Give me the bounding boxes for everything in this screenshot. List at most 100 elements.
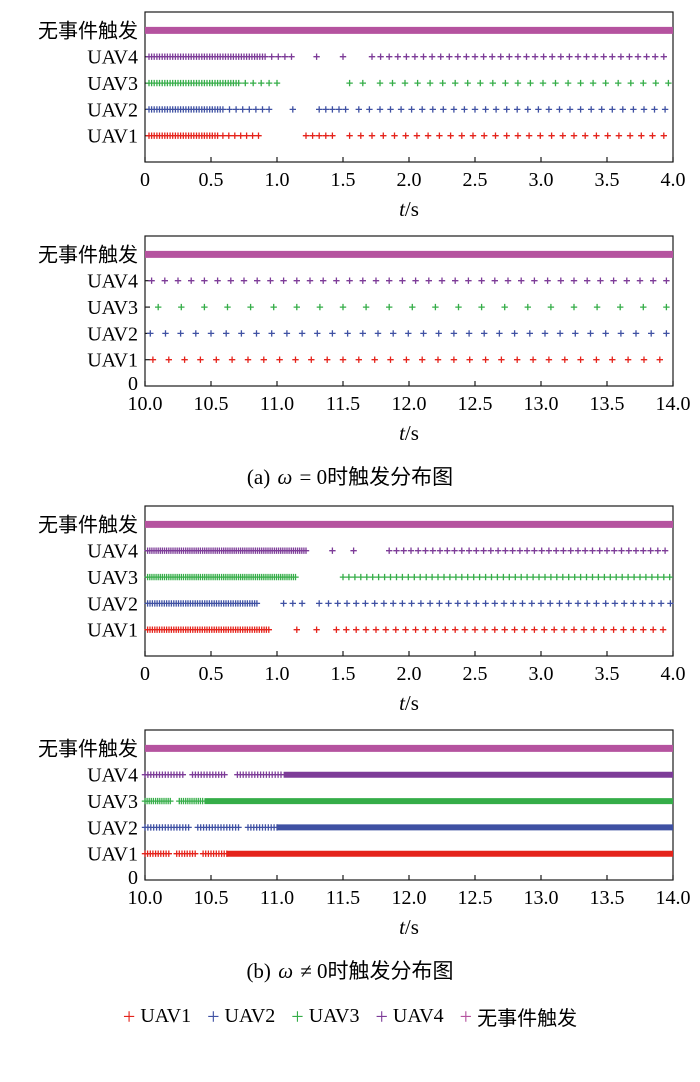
x-tick-label: 11.0 xyxy=(260,887,294,909)
y-tick-label: UAV4 xyxy=(87,271,138,293)
x-axis-label: t/s xyxy=(399,691,419,715)
plot-border xyxy=(144,11,674,163)
series-uav3-markers xyxy=(176,797,206,805)
series-uav2-markers xyxy=(244,824,281,831)
series-uav4-markers xyxy=(329,547,336,554)
caption-b: (b) ω ≠ 0时触发分布图 xyxy=(0,948,700,994)
y-tick-label: UAV1 xyxy=(87,126,138,148)
omega-symbol: ω xyxy=(278,959,294,983)
y-tick-label: UAV2 xyxy=(87,817,138,839)
series-uav4-markers xyxy=(386,547,669,554)
x-tick-label: 3.5 xyxy=(595,663,620,685)
series-uav2-markers xyxy=(316,600,674,607)
x-tick-label: 14.0 xyxy=(656,887,691,909)
x-tick-label: 0.5 xyxy=(199,169,224,191)
caption-a-text: = 0时触发分布图 xyxy=(294,465,454,489)
caption-a-prefix: (a) xyxy=(246,465,276,489)
x-tick-label: 2.0 xyxy=(397,663,422,685)
series-uav2-markers xyxy=(226,106,273,113)
panel-b-steady: 10.0 10.5 11.0 11.5 12.0 12.5 13.0 13.5 14.0 无事件触… xyxy=(0,724,700,942)
y-tick-label: UAV4 xyxy=(87,765,138,787)
series-uav4-markers xyxy=(339,53,347,60)
legend-label: UAV3 xyxy=(308,1005,360,1027)
series-uav1-markers xyxy=(173,850,199,857)
series-uav3-markers xyxy=(242,79,281,87)
series-uav4-markers xyxy=(148,277,670,284)
x-tick-label: 10.0 xyxy=(128,393,163,415)
series-uav1-markers xyxy=(346,132,667,139)
series-uav2-markers xyxy=(316,106,349,113)
x-tick-label: 11.5 xyxy=(326,393,360,415)
y-tick-label: 无事件触发 xyxy=(38,737,138,760)
legend-label: UAV2 xyxy=(224,1005,276,1027)
y-tick-label: UAV3 xyxy=(87,567,138,589)
x-tick-label: 0 xyxy=(140,663,150,685)
x-tick-label: 13.0 xyxy=(524,393,559,415)
series-uav1-markers xyxy=(313,626,320,633)
series-uav1-markers xyxy=(293,626,300,633)
legend-label: UAV1 xyxy=(140,1005,192,1027)
y-tick-label: UAV1 xyxy=(87,350,138,372)
x-tick-label: 3.0 xyxy=(529,663,554,685)
legend-label: 无事件触发 xyxy=(477,1008,578,1030)
y-tick-label: UAV3 xyxy=(87,297,138,319)
y-zero-label: 0 xyxy=(128,373,138,395)
series-uav2-markers xyxy=(194,824,242,831)
legend-item-uav1: + UAV1 xyxy=(123,1005,191,1028)
series-uav4-markers xyxy=(350,547,357,554)
y-tick-label: UAV3 xyxy=(87,791,138,813)
x-tick-label: 0.5 xyxy=(199,663,224,685)
series-uav1-markers xyxy=(333,626,667,633)
x-tick-label: 14.0 xyxy=(656,393,691,415)
x-axis-label: t/s xyxy=(399,197,419,221)
y-tick-label: UAV4 xyxy=(87,541,138,563)
legend-item-uav2: + UAV2 xyxy=(207,1005,275,1028)
legend-label: UAV4 xyxy=(392,1005,444,1027)
x-axis-label: t/s xyxy=(399,421,419,445)
caption-a: (a) ω = 0时触发分布图 xyxy=(0,454,700,500)
plus-marker-icon: + xyxy=(122,1003,136,1029)
x-tick-label: 3.5 xyxy=(595,169,620,191)
legend-item-uav3: + UAV3 xyxy=(291,1005,359,1028)
panel-b-transient: 0 0.5 1.0 1.5 2.0 2.5 3.0 3.5 4.0 无事件触发 UAV4 UAV3 UA… xyxy=(0,500,700,718)
series-uav2-markers xyxy=(280,600,306,607)
series-uav1-markers xyxy=(149,356,663,363)
x-tick-label: 13.0 xyxy=(524,887,559,909)
series-uav3-markers xyxy=(376,79,672,87)
x-tick-label: 10.5 xyxy=(194,887,229,909)
x-tick-label: 1.5 xyxy=(331,169,356,191)
series-uav2-markers xyxy=(141,824,192,831)
plot-border xyxy=(144,235,674,387)
x-tick-label: 12.0 xyxy=(392,887,427,909)
series-uav1-markers xyxy=(199,850,230,857)
plus-marker-icon: + xyxy=(207,1003,220,1029)
x-tick-label: 13.5 xyxy=(590,393,625,415)
series-uav2-markers xyxy=(147,330,670,337)
series-uav3-markers xyxy=(155,303,670,311)
event-trigger-figure: 0 0.5 1.0 1.5 2.0 2.5 3.0 3.5 4.0 无事件触发 UAV4 UAV3 UA… xyxy=(0,11,700,1030)
y-tick-label: UAV2 xyxy=(87,323,138,345)
series-uav1-markers xyxy=(302,132,336,139)
x-tick-label: 2.0 xyxy=(397,169,422,191)
plot-border xyxy=(144,729,674,881)
series-uav3-markers xyxy=(144,573,299,581)
y-zero-label: 0 xyxy=(128,867,138,889)
x-tick-label: 4.0 xyxy=(661,663,686,685)
x-axis-label: t/s xyxy=(399,915,419,939)
x-tick-label: 3.0 xyxy=(529,169,554,191)
y-tick-label: 无事件触发 xyxy=(38,243,138,266)
y-tick-label: 无事件触发 xyxy=(38,19,138,42)
y-tick-label: UAV2 xyxy=(87,593,138,615)
x-tick-label: 2.5 xyxy=(463,169,488,191)
series-uav2-markers xyxy=(145,106,227,113)
series-uav4-markers xyxy=(368,53,667,60)
series-uav1-markers xyxy=(219,132,262,139)
series-uav1-markers xyxy=(144,626,272,633)
series-uav1-markers xyxy=(141,850,172,857)
plot-border xyxy=(144,505,674,657)
series-uav4-markers xyxy=(144,547,310,554)
omega-symbol: ω xyxy=(277,465,293,489)
series-uav4-markers xyxy=(234,771,285,778)
series-uav3-markers xyxy=(339,573,673,581)
legend-item-uav4: + UAV4 xyxy=(375,1005,443,1028)
